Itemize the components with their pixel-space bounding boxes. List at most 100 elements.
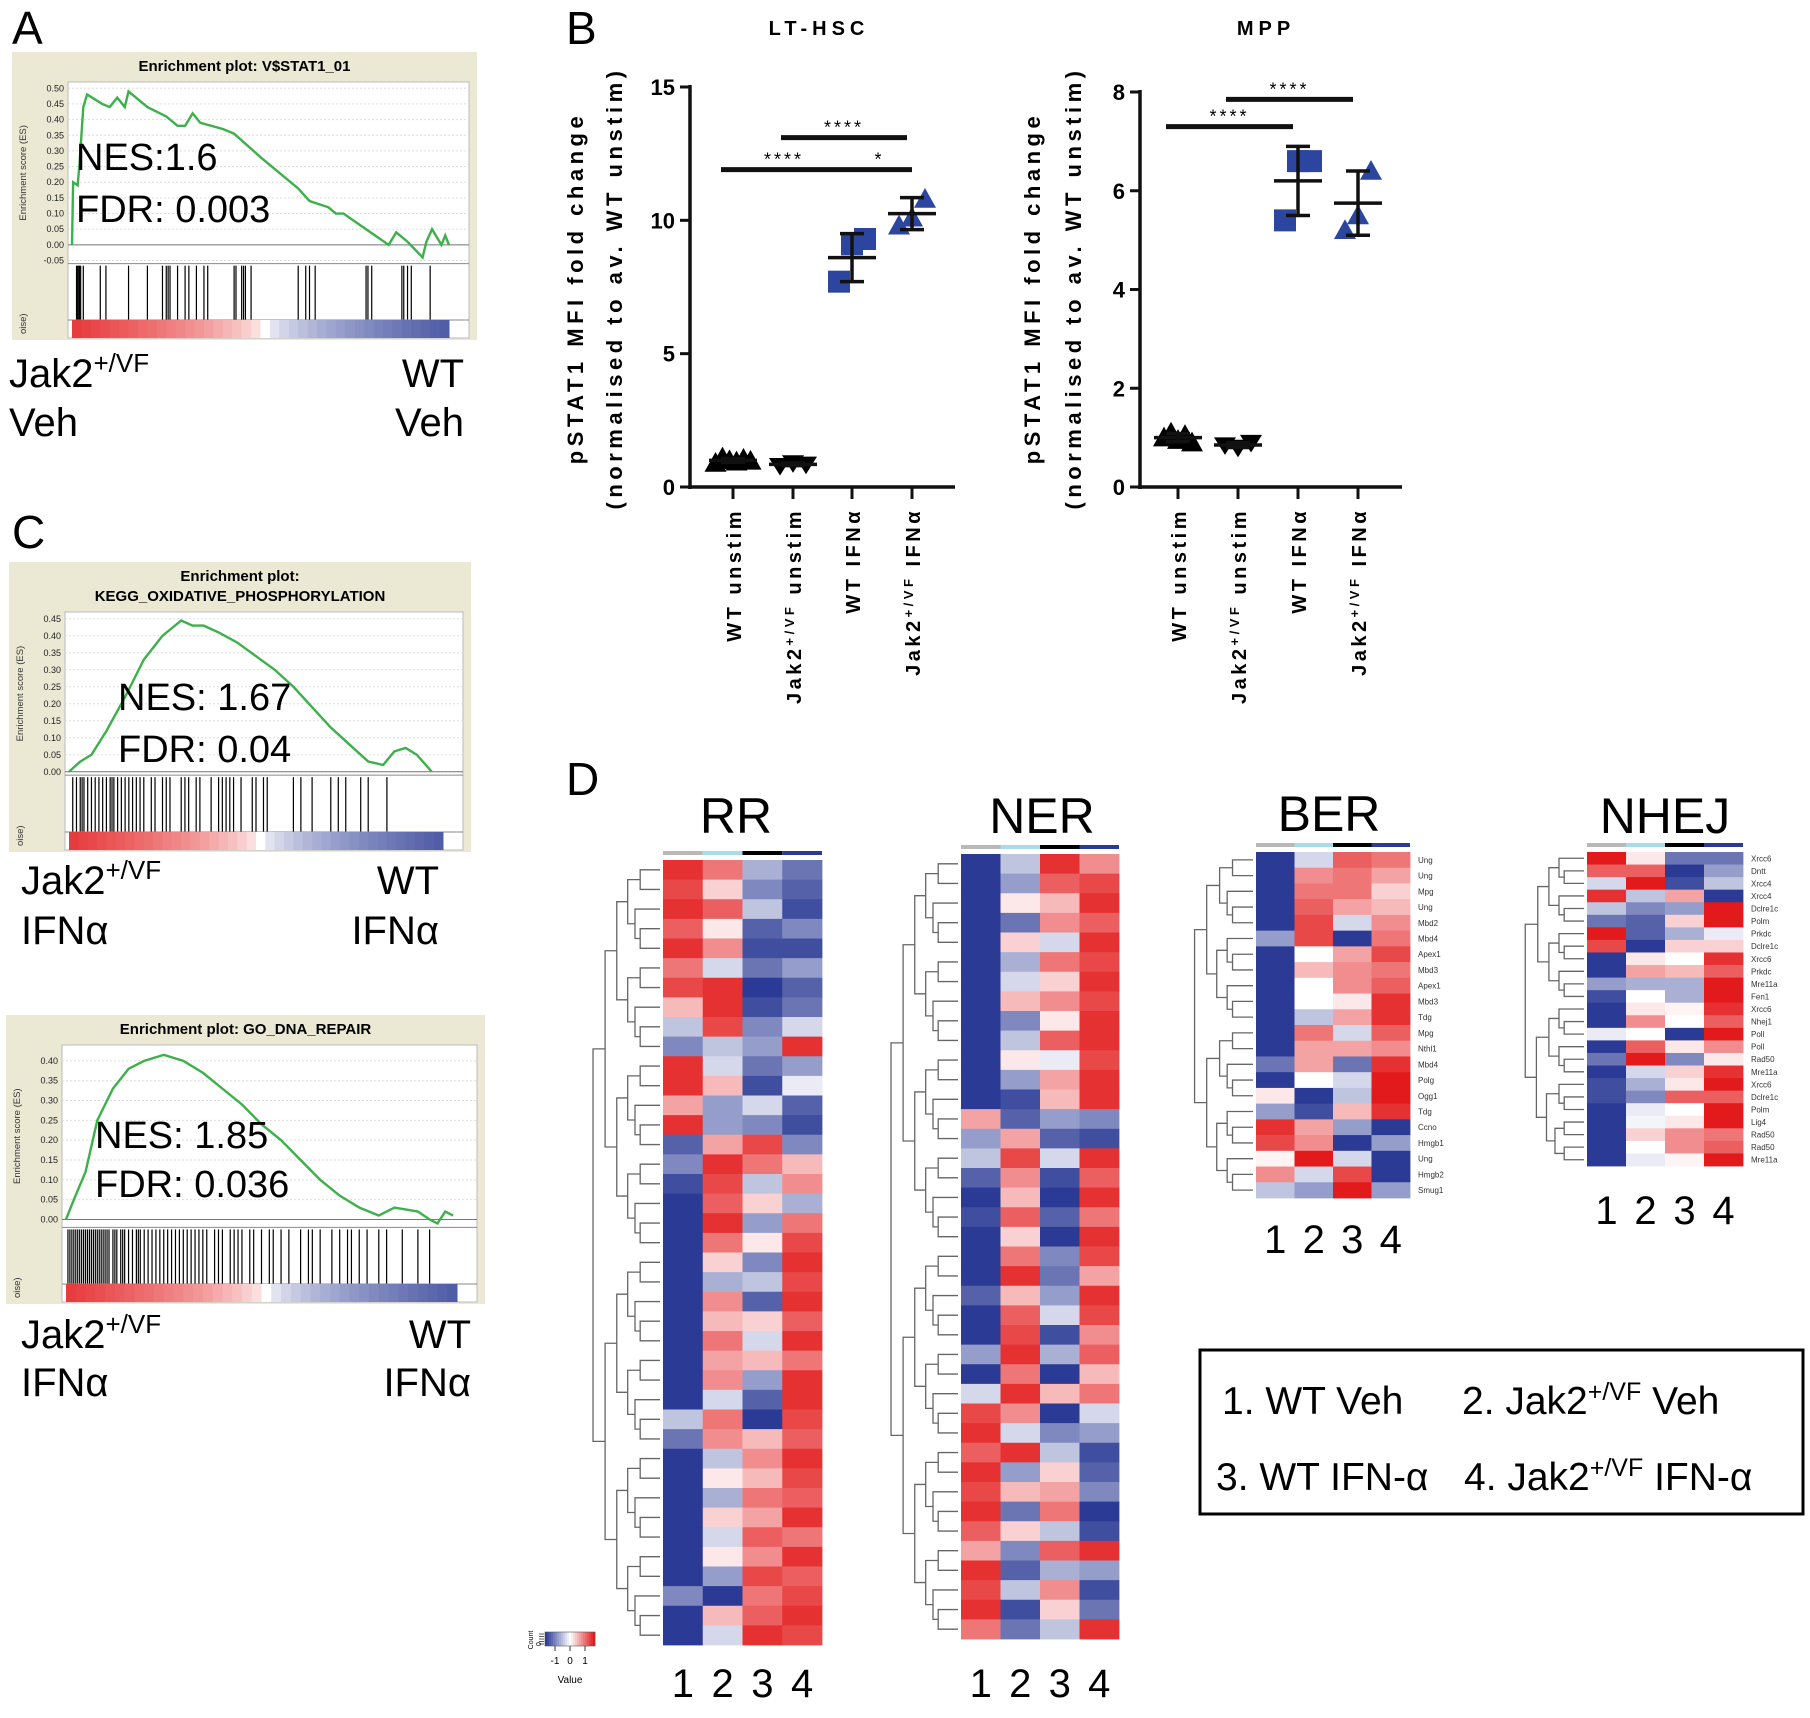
heatmap-cell bbox=[1000, 1540, 1041, 1561]
heatmap-cell bbox=[961, 1207, 1001, 1228]
ranked-list-bar-segment bbox=[271, 1284, 282, 1302]
heatmap-cell bbox=[961, 1501, 1001, 1522]
color-key-gradient-step bbox=[557, 1632, 560, 1646]
heatmap-cell bbox=[961, 1285, 1001, 1306]
dendrogram-branch bbox=[1548, 867, 1559, 907]
column-number: 1 bbox=[672, 1662, 694, 1706]
heatmap-cell bbox=[663, 977, 704, 998]
heatmap-cell bbox=[1079, 893, 1120, 914]
ranked-list-bar-segment bbox=[310, 1284, 321, 1302]
heatmap-cell bbox=[1333, 962, 1372, 979]
y-axis-label: pSTAT1 MFI fold change bbox=[1020, 112, 1045, 464]
heatmap-cell bbox=[1294, 1119, 1334, 1136]
heatmap-cell bbox=[961, 1266, 1001, 1287]
right-group-treatment: IFNα bbox=[383, 1361, 471, 1405]
heatmap-cell bbox=[1040, 873, 1080, 894]
heatmap-cell bbox=[1587, 1090, 1627, 1104]
heatmap-cell bbox=[663, 1252, 704, 1273]
group-color-bar bbox=[1256, 843, 1295, 847]
color-key-gradient-step bbox=[555, 1632, 558, 1646]
heatmap-cell bbox=[1704, 1040, 1744, 1054]
heatmap-cell bbox=[1000, 932, 1041, 953]
x-tick-label: Jak2+/VF unstim bbox=[1227, 508, 1252, 704]
heatmap-cell bbox=[663, 1429, 704, 1450]
heatmap-cell bbox=[1704, 1128, 1744, 1142]
heatmap-cell bbox=[1626, 927, 1666, 941]
heatmap-cell bbox=[1665, 1065, 1705, 1079]
gene-label: Dclre1c bbox=[1751, 942, 1778, 951]
y-tick-label: 0.20 bbox=[46, 177, 64, 187]
heatmap-cell bbox=[961, 991, 1001, 1012]
heatmap-cell bbox=[1371, 1087, 1411, 1105]
dendrogram-branch bbox=[890, 1042, 904, 1437]
heatmap-cell bbox=[1587, 952, 1627, 966]
heatmap-cell bbox=[1665, 990, 1705, 1004]
gene-label: Smug1 bbox=[1418, 1186, 1444, 1195]
ranked-list-bar-segment bbox=[125, 832, 135, 850]
heatmap-cell bbox=[1040, 912, 1080, 933]
heatmap-cell bbox=[702, 1389, 743, 1410]
heatmap-cell bbox=[782, 1389, 823, 1410]
gene-label: Mbd3 bbox=[1418, 966, 1439, 975]
heatmap-cell bbox=[961, 971, 1001, 992]
heatmap-cell bbox=[1626, 877, 1666, 891]
heatmap-cell bbox=[961, 1011, 1001, 1032]
dendrogram-branch bbox=[1231, 906, 1253, 924]
heatmap-cell bbox=[1665, 1103, 1705, 1117]
heatmap-cell bbox=[1371, 993, 1411, 1010]
heatmap-cell bbox=[961, 1423, 1001, 1444]
y-tick-label: 0.35 bbox=[40, 1076, 58, 1086]
heatmap-cell bbox=[1256, 1009, 1295, 1026]
ranked-list-bar-segment bbox=[312, 832, 322, 850]
y-tick-label: 2 bbox=[1113, 376, 1125, 401]
heatmap-cell bbox=[1000, 893, 1041, 914]
heatmap-cell bbox=[1333, 914, 1372, 932]
gene-label: Ccno bbox=[1418, 1123, 1437, 1132]
heatmap-cell bbox=[1587, 1115, 1627, 1129]
heatmap-cell bbox=[1000, 1501, 1041, 1522]
ranked-list-bar-segment bbox=[163, 1284, 175, 1302]
heatmap-cell bbox=[1000, 1148, 1041, 1169]
heatmap-cell bbox=[1040, 1540, 1080, 1561]
chart-title: LT-HSC bbox=[769, 18, 870, 40]
heatmap-cell bbox=[1704, 990, 1744, 1004]
heatmap-cell bbox=[742, 1154, 783, 1175]
heatmap-cell bbox=[702, 1331, 743, 1352]
ranked-list-bar-segment bbox=[388, 1284, 399, 1302]
heatmap-cell bbox=[702, 1409, 743, 1430]
significance-label: **** bbox=[764, 150, 804, 170]
dendrogram-branch bbox=[1193, 929, 1207, 1104]
heatmap-cell bbox=[1665, 939, 1705, 953]
dendrogram-branch bbox=[1226, 890, 1253, 916]
nes-value: NES: 1.67 bbox=[118, 677, 291, 719]
heatmap-cell bbox=[1294, 977, 1334, 994]
heatmap-cell bbox=[1665, 952, 1705, 966]
heatmap-cell bbox=[742, 1605, 783, 1626]
heatmap-cell bbox=[663, 1213, 704, 1234]
heatmap-cell bbox=[1587, 1002, 1627, 1016]
heatmap-cell bbox=[1079, 873, 1120, 894]
dendrogram-branch bbox=[1563, 945, 1584, 960]
heatmap-cell bbox=[742, 1115, 783, 1136]
left-group-treatment: Veh bbox=[9, 401, 78, 445]
heatmap-cell bbox=[961, 873, 1001, 894]
heatmap-cell bbox=[1256, 1135, 1295, 1152]
heatmap-cell bbox=[1294, 1182, 1334, 1199]
y-axis-label: pSTAT1 MFI fold change bbox=[563, 112, 588, 464]
heatmap-cell bbox=[1256, 930, 1295, 947]
column-number: 3 bbox=[1049, 1662, 1071, 1706]
heatmap-cell bbox=[1587, 864, 1627, 878]
group-color-bar bbox=[1294, 843, 1333, 847]
ranked-list-bar-segment bbox=[408, 1284, 419, 1302]
heatmap-cell bbox=[742, 899, 783, 920]
y-tick-label: 0.05 bbox=[43, 750, 61, 760]
gene-label: Hmgb2 bbox=[1418, 1170, 1444, 1179]
ranked-list-bar-segment bbox=[194, 320, 205, 338]
heatmap-cell bbox=[1626, 1052, 1666, 1066]
heatmap-cell bbox=[961, 1482, 1001, 1503]
heatmap-cell bbox=[1000, 1050, 1041, 1071]
right-group-genotype: WT bbox=[409, 1313, 471, 1357]
heatmap-cell bbox=[1704, 1065, 1744, 1079]
x-tick-label: WT unstim bbox=[724, 508, 746, 642]
heatmap-cell bbox=[1704, 864, 1744, 878]
